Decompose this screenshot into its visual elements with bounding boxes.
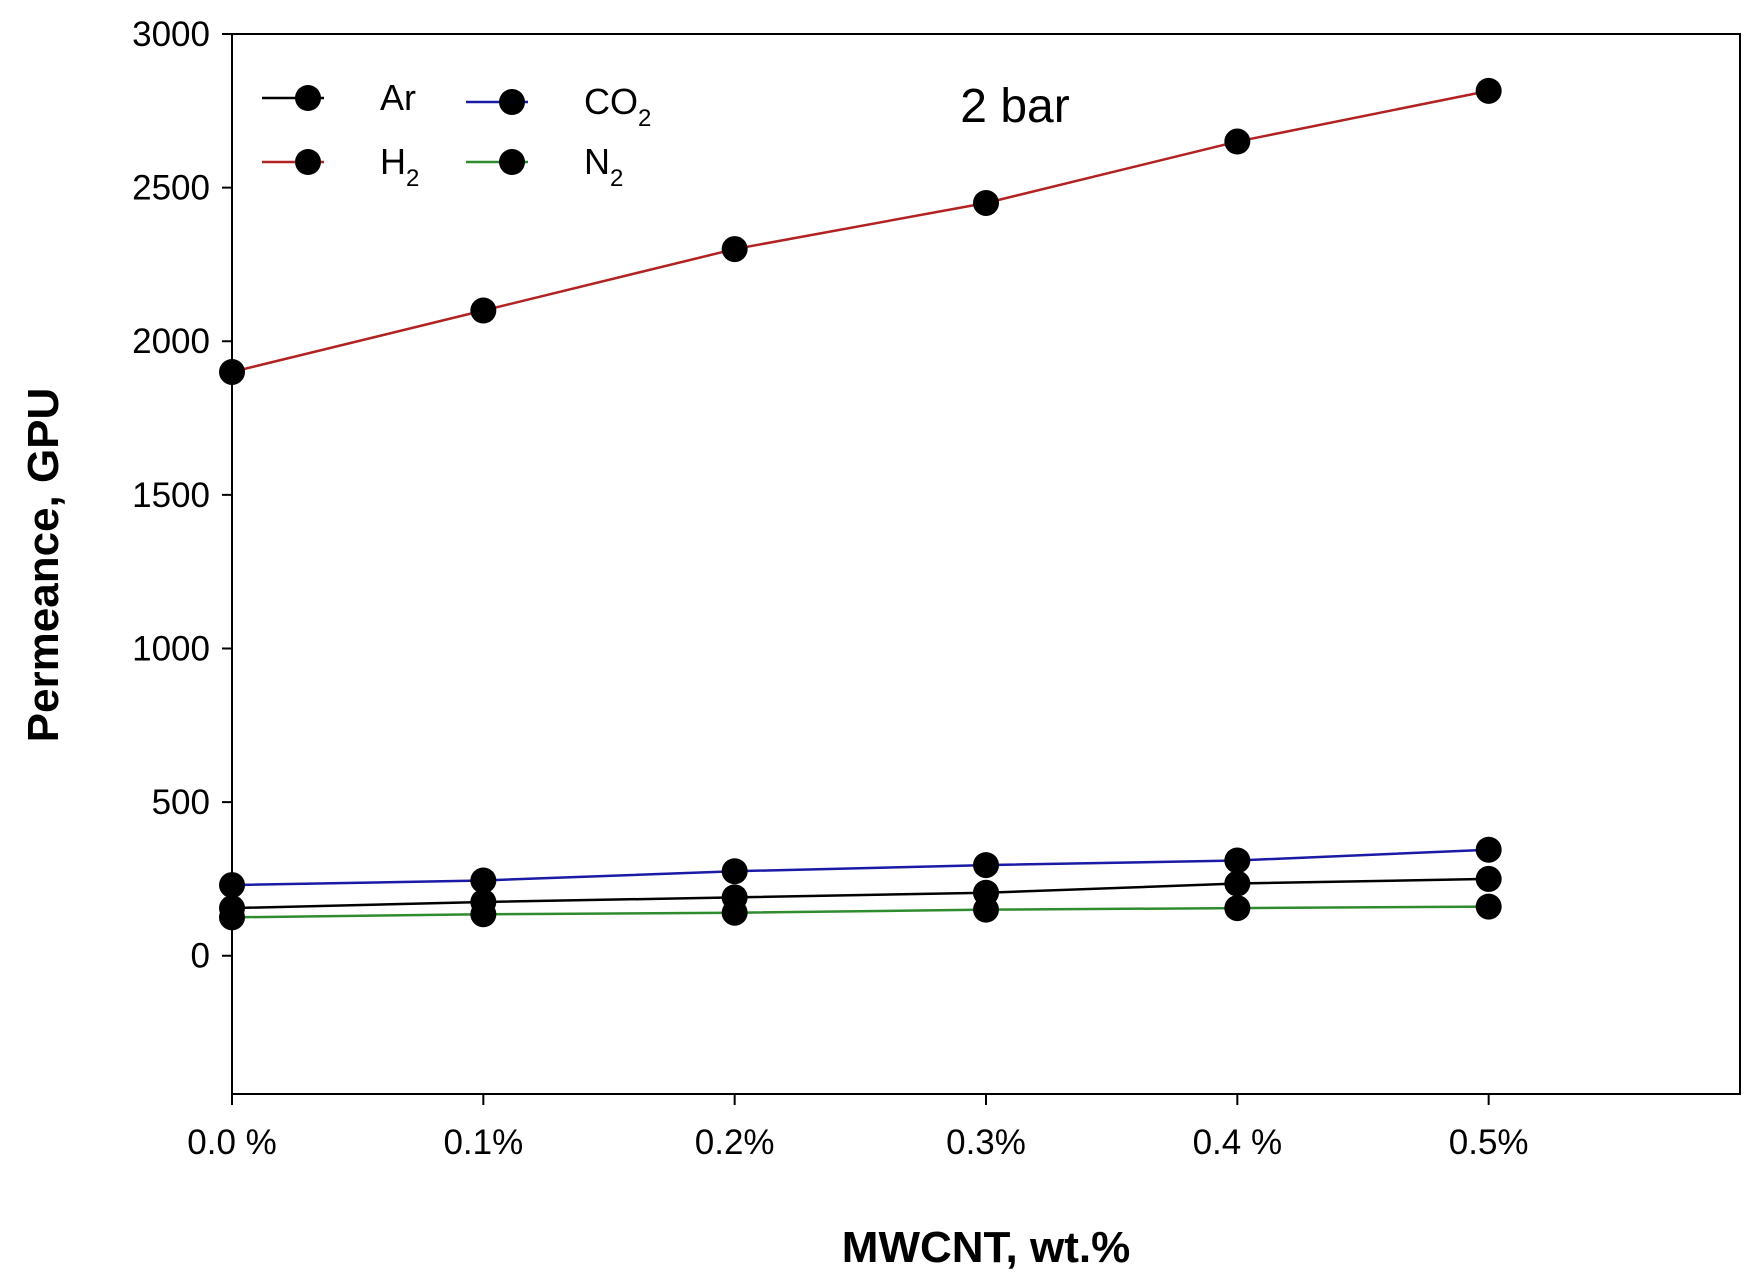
x-tick-label-5: 0.5% bbox=[1449, 1123, 1529, 1162]
y-axis: 0 500 1000 1500 2000 2500 3000 bbox=[132, 15, 232, 976]
legend-item-ar: Ar bbox=[262, 77, 416, 118]
y-axis-title: Permeance, GPU bbox=[19, 388, 68, 743]
point-n2-4 bbox=[1224, 895, 1251, 922]
point-n2-0 bbox=[219, 904, 245, 931]
point-n2-5 bbox=[1475, 893, 1502, 920]
legend-label: H2 bbox=[380, 141, 419, 192]
legend-label: CO2 bbox=[584, 81, 651, 132]
legend-label: N2 bbox=[584, 141, 623, 192]
legend-item-h2: H2 bbox=[262, 141, 419, 192]
annotation-pressure: 2 bar bbox=[960, 80, 1069, 133]
y-tick-label-6: 3000 bbox=[132, 15, 210, 54]
point-h2-0 bbox=[219, 358, 245, 385]
x-tick-label-3: 0.3% bbox=[946, 1123, 1026, 1162]
point-h2-4 bbox=[1224, 128, 1251, 155]
series-line-n2 bbox=[231, 905, 1489, 919]
point-co2-1 bbox=[470, 867, 497, 894]
legend-item-n2: N2 bbox=[466, 141, 623, 192]
y-tick-label-5: 2500 bbox=[132, 169, 210, 208]
legend-label-subscript: 2 bbox=[610, 165, 623, 192]
point-co2-3 bbox=[973, 852, 999, 879]
y-tick-label-2: 1000 bbox=[132, 629, 210, 668]
legend-marker bbox=[499, 149, 525, 175]
point-h2-5 bbox=[1475, 77, 1502, 104]
legend-marker bbox=[295, 149, 321, 175]
point-ar-5 bbox=[1475, 865, 1502, 892]
legend-marker bbox=[295, 85, 321, 111]
point-co2-0 bbox=[219, 872, 245, 899]
legend-label-base: CO bbox=[584, 81, 638, 122]
x-tick-label-4: 0.4 % bbox=[1193, 1123, 1283, 1162]
legend-label-subscript: 2 bbox=[638, 105, 651, 132]
point-ar-4 bbox=[1224, 870, 1251, 897]
legend-label-base: Ar bbox=[380, 77, 416, 118]
point-n2-3 bbox=[973, 896, 999, 923]
series-points bbox=[219, 77, 1502, 931]
y-tick-label-1: 500 bbox=[152, 783, 210, 822]
point-h2-1 bbox=[470, 297, 497, 324]
legend-label: Ar bbox=[380, 77, 416, 118]
legend-label-base: N bbox=[584, 141, 610, 182]
y-tick-label-0: 0 bbox=[191, 937, 210, 976]
point-co2-5 bbox=[1475, 836, 1502, 863]
y-tick-label-4: 2000 bbox=[132, 322, 210, 361]
point-co2-2 bbox=[721, 858, 748, 885]
series-line-co2 bbox=[231, 848, 1489, 887]
point-h2-2 bbox=[721, 236, 748, 263]
series-lines bbox=[231, 89, 1489, 919]
point-n2-1 bbox=[470, 901, 497, 928]
legend-item-co2: CO2 bbox=[466, 81, 651, 132]
y-tick-label-3: 1500 bbox=[132, 476, 210, 515]
point-n2-2 bbox=[721, 899, 748, 926]
legend-label-base: H bbox=[380, 141, 406, 182]
x-tick-label-0: 0.0 % bbox=[187, 1123, 277, 1162]
x-axis-title: MWCNT, wt.% bbox=[842, 1223, 1130, 1272]
legend-marker bbox=[499, 89, 525, 115]
x-tick-label-2: 0.2% bbox=[695, 1123, 775, 1162]
legend-label-subscript: 2 bbox=[406, 165, 419, 192]
series-line-h2 bbox=[231, 89, 1489, 374]
x-tick-label-1: 0.1% bbox=[443, 1123, 523, 1162]
point-co2-4 bbox=[1224, 847, 1251, 874]
series-line-ar bbox=[231, 877, 1489, 910]
point-h2-3 bbox=[973, 189, 999, 216]
x-axis: 0.0 % 0.1% 0.2% 0.3% 0.4 % 0.5% bbox=[187, 1094, 1529, 1162]
